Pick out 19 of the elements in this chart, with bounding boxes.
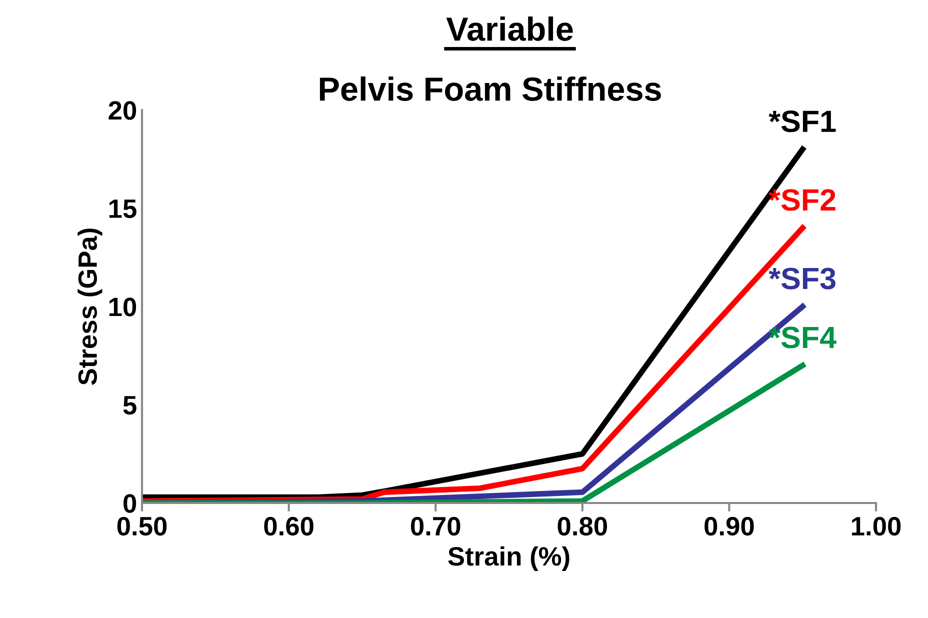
chart-title: Variable [446,16,573,41]
y-tick-label: 20 [108,101,136,120]
x-tick-label: 1.00 [852,516,901,536]
chart-subtitle: Pelvis Foam Stiffness [320,76,661,101]
series-label: *SF4 [768,326,836,348]
series-label: *SF2 [768,189,836,211]
x-tick-label: 0.60 [264,516,314,536]
series-label: *SF3 [768,268,836,290]
y-tick-label: 15 [109,200,136,218]
x-tick-label: 0.80 [558,516,607,536]
x-tick-label: 0.90 [704,516,754,536]
y-tick-label: 0 [124,494,136,513]
x-axis-title: Strain (%) [448,546,570,571]
series-label: *SF1 [768,110,836,132]
x-tick-label: 0.70 [410,516,460,536]
y-axis-title: Stress (GPa) [78,228,102,385]
y-tick-label: 5 [123,396,136,415]
y-tick-label: 10 [109,298,136,316]
x-tick-label: 0.50 [117,516,167,536]
